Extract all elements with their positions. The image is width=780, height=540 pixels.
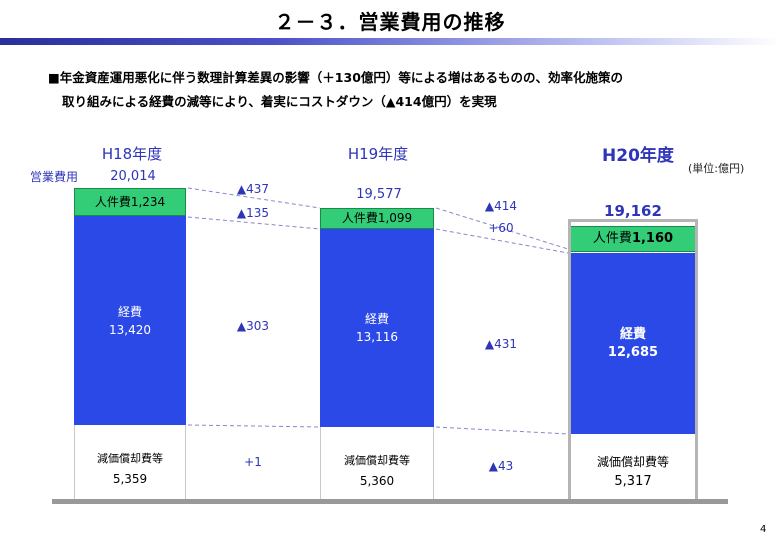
bar-genka-h20: 減価償却費等 5,317 (570, 434, 696, 499)
genka-value-h19: 5,360 (359, 474, 395, 488)
year-label-h19: H19年度 (347, 145, 409, 163)
keihi-label-h20: 経費 (619, 326, 646, 342)
genka-label-h19: 減価償却費等 (344, 454, 410, 467)
keihi-value-h20: 12,685 (607, 344, 659, 360)
bar-keihi-h20: 経費 12,685 (570, 253, 696, 434)
bar-jinkenhi-h19: 人件費1,099 (320, 208, 434, 229)
operating-cost-label: 営業費用 (30, 170, 79, 184)
change-genka-h18-h19: +1 (244, 455, 262, 469)
change-keihi-h18-h19: ▲303 (236, 319, 270, 333)
genka-label-h20: 減価償却費等 (596, 455, 669, 469)
change-keihi-h19-h20: ▲431 (484, 337, 518, 351)
change-genka-h19-h20: ▲43 (488, 459, 514, 473)
keihi-label-h18: 経費 (117, 304, 142, 319)
bar-jinkenhi-h18: 人件費1,234 (74, 188, 186, 216)
jinkenhi-h20-label: 人件費 (592, 231, 632, 246)
change-jinkenhi-h19-h20: +60 (488, 221, 514, 235)
bar-keihi-h19: 経費 13,116 (320, 229, 434, 427)
h20-highlight-frame (568, 219, 698, 504)
keihi-value-h18: 13,420 (109, 322, 151, 337)
chart-baseline (52, 499, 728, 504)
change-total-h18-h19: ▲437 (236, 182, 270, 196)
summary-text: ■年金資産運用悪化に伴う数理計算差異の影響（＋130億円）等による増はあるものの… (48, 66, 748, 114)
summary-line-2: 取り組みによる経費の減等により、着実にコストダウン（▲414億円）を実現 (62, 94, 497, 109)
total-h19: 19,577 (356, 187, 402, 202)
change-total-h19-h20: ▲414 (484, 199, 518, 213)
bar-genka-h18: 減価償却費等 5,359 (74, 425, 186, 499)
genka-value-h20: 5,317 (614, 474, 652, 489)
total-h18: 20,014 (110, 169, 156, 184)
keihi-label-h19: 経費 (364, 312, 389, 326)
jinkenhi-h20-value: 1,160 (631, 231, 674, 246)
bar-keihi-h18: 経費 13,420 (74, 216, 186, 425)
year-label-h18: H18年度 (101, 145, 163, 163)
genka-label-h18: 減価償却費等 (97, 452, 163, 465)
summary-line-1: ■年金資産運用悪化に伴う数理計算差異の影響（＋130億円）等による増はあるものの… (48, 70, 624, 85)
unit-label: (単位:億円) (688, 162, 745, 175)
page-title: ２－３．営業費用の推移 (274, 10, 506, 34)
total-h20: 19,162 (604, 202, 662, 220)
page-number: 4 (760, 524, 767, 535)
genka-value-h18: 5,359 (112, 472, 148, 486)
change-jinkenhi-h18-h19: ▲135 (236, 206, 270, 220)
bar-genka-h19: 減価償却費等 5,360 (320, 427, 434, 499)
year-label-h20: H20年度 (602, 146, 674, 166)
keihi-value-h19: 13,116 (356, 330, 398, 344)
title-underline-bar (0, 38, 780, 45)
